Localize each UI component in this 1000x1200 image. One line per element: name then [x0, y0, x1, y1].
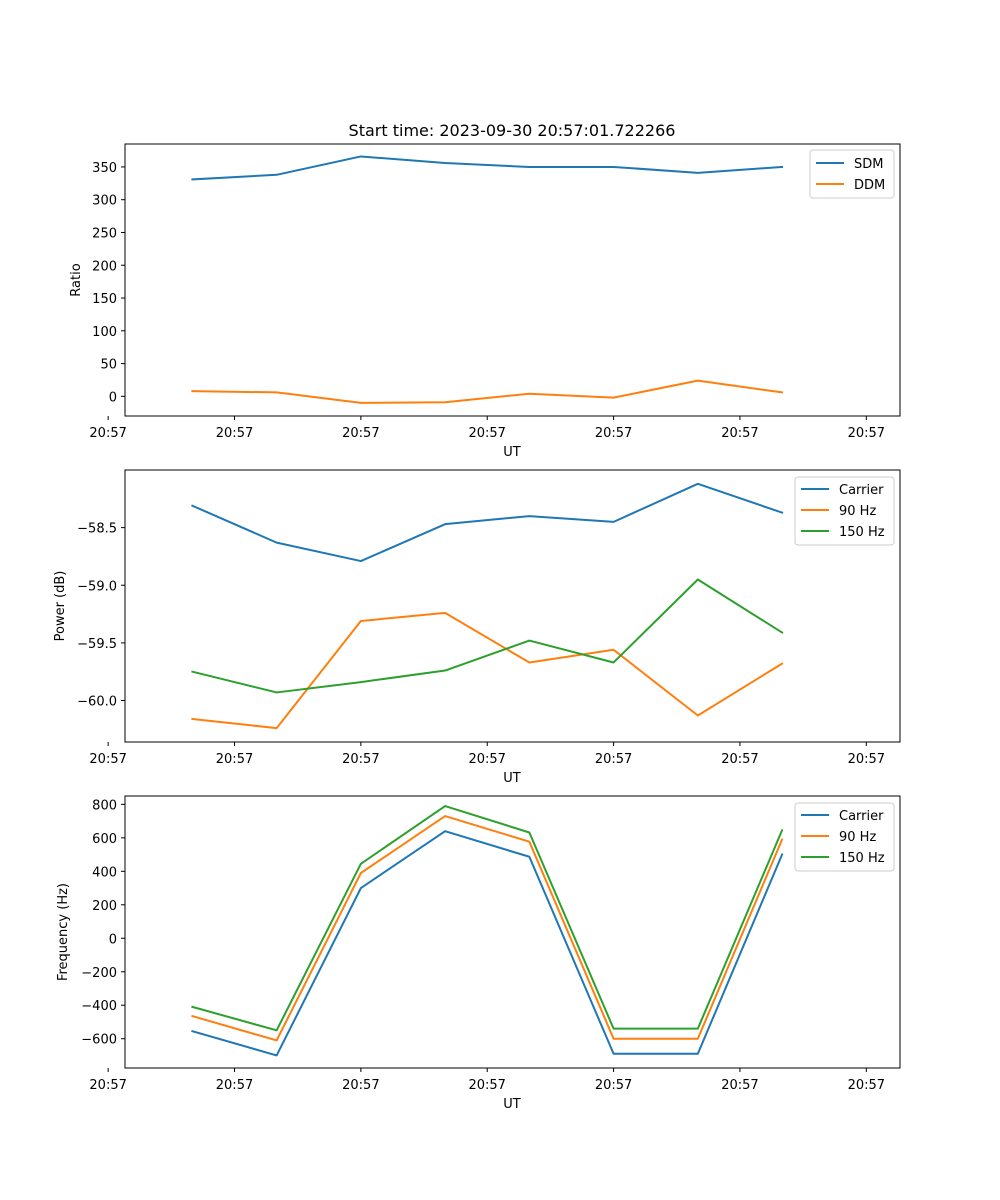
frequency-legend-box [794, 802, 895, 872]
power-y-tick-label: −59.0 [77, 579, 117, 594]
power-series-line-carrier [191, 482, 784, 563]
frequency-y-tick-label: 800 [92, 798, 117, 813]
power-legend-label-carrier: Carrier [839, 483, 884, 498]
power-legend-box [794, 476, 895, 546]
frequency-x-tick-label: 20:57 [848, 1078, 885, 1093]
ratio-y-tick-label: 50 [100, 358, 117, 373]
frequency-x-tick-label: 20:57 [342, 1078, 379, 1093]
power-x-tick-label: 20:57 [89, 752, 126, 767]
ratio-x-tick-label: 20:57 [595, 426, 632, 441]
frequency-panel: 20:57 20:57 20:57 20:57 20:57 20:57 20:57 −600 −… [56, 795, 901, 1112]
frequency-x-axis-label: UT [503, 1097, 521, 1112]
power-y-tick-label: −59.5 [77, 637, 117, 652]
frequency-y-tick-label: −200 [81, 966, 117, 981]
power-y-tick-label: −60.0 [77, 695, 117, 710]
ratio-x-tick-label: 20:57 [848, 426, 885, 441]
frequency-y-tick-label: 0 [109, 932, 117, 947]
ratio-x-tick-label: 20:57 [216, 426, 253, 441]
frequency-x-tick-label: 20:57 [721, 1078, 758, 1093]
frequency-x-tick-label: 20:57 [468, 1078, 505, 1093]
power-y-tick-label: −58.5 [77, 522, 117, 537]
frequency-y-tick-label: −400 [81, 999, 117, 1014]
frequency-x-tick-label: 20:57 [595, 1078, 632, 1093]
frequency-legend: Carrier 90 Hz 150 Hz [794, 802, 895, 872]
ratio-legend-label-ddm: DDM [854, 178, 885, 193]
ratio-legend-label-sdm: SDM [854, 157, 883, 172]
ratio-series-line-sdm [191, 155, 784, 181]
chart-title: Start time: 2023-09-30 20:57:01.722266 [349, 121, 676, 140]
power-x-tick-label: 20:57 [721, 752, 758, 767]
power-legend-label-150hz: 150 Hz [839, 525, 885, 540]
ratio-x-tick-label: 20:57 [342, 426, 379, 441]
ratio-y-axis-label: Ratio [69, 263, 84, 296]
ratio-y-tick-label: 350 [92, 161, 117, 176]
frequency-legend-label-90hz: 90 Hz [839, 830, 876, 845]
power-x-tick-label: 20:57 [216, 752, 253, 767]
frequency-y-tick-label: 400 [92, 865, 117, 880]
ratio-y-tick-label: 150 [92, 292, 117, 307]
frequency-y-tick-label: 200 [92, 899, 117, 914]
power-x-tick-label: 20:57 [342, 752, 379, 767]
power-x-tick-label: 20:57 [848, 752, 885, 767]
ratio-legend: SDM DDM [809, 149, 895, 199]
ratio-panel: 20:57 20:57 20:57 20:57 20:57 20:57 20:57 0 50 10… [69, 121, 901, 460]
frequency-y-axis-label: Frequency (Hz) [56, 883, 71, 981]
frequency-series-line-90-hz [191, 815, 784, 1042]
ratio-y-tick-label: 250 [92, 226, 117, 241]
power-x-axis-label: UT [503, 771, 521, 786]
ratio-x-axis-label: UT [503, 445, 521, 460]
frequency-series-line-carrier [191, 830, 784, 1057]
ratio-x-tick-label: 20:57 [468, 426, 505, 441]
frequency-y-tick-label: −600 [81, 1033, 117, 1048]
frequency-x-tick-label: 20:57 [216, 1078, 253, 1093]
power-x-tick-label: 20:57 [595, 752, 632, 767]
ratio-axes-frame [124, 143, 901, 417]
power-panel: 20:57 20:57 20:57 20:57 20:57 20:57 20:57 −60.0… [53, 469, 901, 786]
ratio-y-tick-label: 100 [92, 325, 117, 340]
ratio-y-tick-label: 0 [109, 390, 117, 405]
ratio-y-tick-label: 200 [92, 259, 117, 274]
power-series-line-90-hz [191, 611, 784, 730]
frequency-y-tick-label: 600 [92, 832, 117, 847]
power-legend-label-90hz: 90 Hz [839, 504, 876, 519]
frequency-x-tick-label: 20:57 [89, 1078, 126, 1093]
power-series-line-150-hz [191, 578, 784, 694]
power-legend: Carrier 90 Hz 150 Hz [794, 476, 895, 546]
power-y-axis-label: Power (dB) [53, 571, 68, 642]
ratio-x-tick-label: 20:57 [721, 426, 758, 441]
ratio-x-tick-label: 20:57 [89, 426, 126, 441]
power-x-tick-label: 20:57 [468, 752, 505, 767]
frequency-legend-label-carrier: Carrier [839, 809, 884, 824]
ratio-y-tick-label: 300 [92, 194, 117, 209]
frequency-series-line-150-hz [191, 805, 784, 1032]
ratio-series-line-ddm [191, 379, 784, 404]
frequency-axes-frame [124, 795, 901, 1069]
frequency-legend-label-150hz: 150 Hz [839, 851, 885, 866]
power-axes-frame [124, 469, 901, 743]
